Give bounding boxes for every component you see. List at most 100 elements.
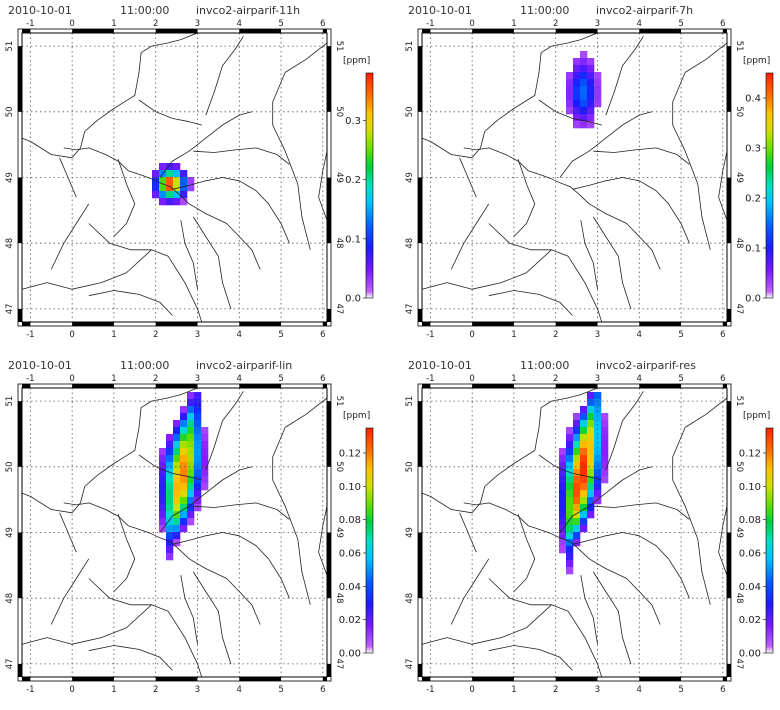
frame-bar-bottom (639, 677, 682, 681)
coastline (421, 32, 598, 159)
river-meuse (272, 42, 328, 250)
plume-cell (587, 86, 595, 94)
coastline (21, 32, 198, 159)
plume-cell (180, 483, 188, 491)
colorbar-tick-label: 0.00 (739, 649, 761, 660)
river-moselle (718, 506, 728, 576)
river-loire (21, 249, 203, 323)
lat-tick-left: 50 (405, 461, 415, 472)
frame-bar-left (18, 177, 22, 244)
colorbar-tick-label: 0.10 (739, 482, 761, 493)
plume-cell (166, 163, 174, 171)
plume-cell (573, 86, 581, 94)
panel-time: 11:00:00 (520, 4, 569, 17)
lon-tick-top: 0 (69, 374, 74, 384)
plume-cell (187, 476, 195, 484)
plume-cell (587, 476, 595, 484)
plume-cell (187, 427, 195, 435)
plume-cell (587, 497, 595, 505)
lon-tick-bottom: 0 (469, 330, 474, 340)
plume-cell (580, 511, 588, 519)
plume-cell (587, 448, 595, 456)
plume-cell (573, 504, 581, 512)
frame-outer (17, 28, 332, 327)
plume-cell (566, 483, 574, 491)
lon-tick-bottom: 1 (511, 330, 516, 340)
plume-cell (173, 511, 181, 519)
lon-tick-top: 5 (278, 374, 283, 384)
plume-cell (187, 399, 195, 407)
plume-cell (173, 427, 181, 435)
frame-bar-left (418, 177, 422, 244)
colorbar-tick-label: 0.04 (339, 582, 361, 593)
plume-cell (580, 518, 588, 526)
plume-cell (194, 455, 202, 463)
panel-1: 2010-10-01 11:00:00 invco2-airparif-7h [… (408, 4, 770, 66)
panel-date: 2010-10-01 (8, 359, 72, 372)
lon-tick-bottom: 3 (595, 685, 600, 695)
plume-cell (173, 455, 181, 463)
panel-3: 2010-10-01 11:00:00 invco2-airparif-res … (408, 359, 770, 421)
plume-cell (194, 441, 202, 449)
frame-bar-bottom (22, 322, 31, 326)
plume-cell (187, 406, 195, 414)
plume-cell (166, 518, 174, 526)
plume-cell (166, 483, 174, 491)
lat-tick-left: 49 (5, 172, 15, 183)
plume-cell (573, 462, 581, 470)
frame-bar-top (422, 29, 431, 33)
colorbar-tick-label: 0.0 (745, 294, 761, 305)
river-escaut (605, 391, 644, 471)
panel-date: 2010-10-01 (8, 4, 72, 17)
frame-bar-bottom (639, 322, 682, 326)
plume-cell (166, 184, 174, 192)
plume-cell (573, 532, 581, 540)
colorbar-tick-label: 0.00 (339, 649, 361, 660)
lon-tick-bottom: 5 (278, 685, 283, 695)
plume-cell (166, 434, 174, 442)
plume-cell (166, 455, 174, 463)
plume-cell (166, 170, 174, 178)
river-orne (459, 157, 477, 198)
plume-cell (180, 462, 188, 470)
plume-cell (594, 420, 602, 428)
plume-cell (559, 532, 567, 540)
river-marne (172, 532, 290, 599)
river-marne (572, 177, 690, 244)
plume-cell (201, 469, 209, 477)
plume-cell (180, 420, 188, 428)
plume-cell (194, 420, 202, 428)
frame-bar-top (22, 384, 31, 388)
colorbar-tick-label: 0.3 (745, 144, 761, 155)
frame-bar-left (18, 401, 22, 467)
hydrography (21, 387, 328, 678)
plume-cell (173, 518, 181, 526)
lat-tick-left: 47 (5, 303, 15, 314)
lon-tick-top: 1 (511, 19, 516, 29)
plume-cell (173, 462, 181, 470)
plume-cell (180, 511, 188, 519)
plume-cell (587, 469, 595, 477)
river-loing (580, 575, 598, 645)
lat-tick-left: 48 (405, 593, 415, 604)
plume-cell (594, 406, 602, 414)
frame-bar-right (327, 401, 331, 467)
map-panel-1: -1 -1 0 0 1 1 2 2 3 3 4 4 5 5 6 6 47 47 48 48 49 49 50 50 51 51 0.… (405, 19, 774, 340)
plume-cell (166, 198, 174, 206)
panel-name: invco2-airparif-res (596, 359, 696, 372)
plume-cell (187, 511, 195, 519)
plume-cell (159, 483, 167, 491)
river-oise (559, 466, 652, 533)
plume-cell (587, 483, 595, 491)
graticule (422, 33, 727, 322)
lon-tick-top: 6 (320, 19, 325, 29)
frame-bar-bottom (322, 677, 327, 681)
plume-cell (573, 72, 581, 80)
river-loire (21, 604, 203, 678)
plume-cell (594, 490, 602, 498)
plume-cell (166, 546, 174, 554)
river-somme (538, 454, 602, 481)
plume-cell (594, 476, 602, 484)
panel-name: invco2-airparif-11h (196, 4, 300, 17)
lat-tick-right: 47 (334, 658, 344, 669)
